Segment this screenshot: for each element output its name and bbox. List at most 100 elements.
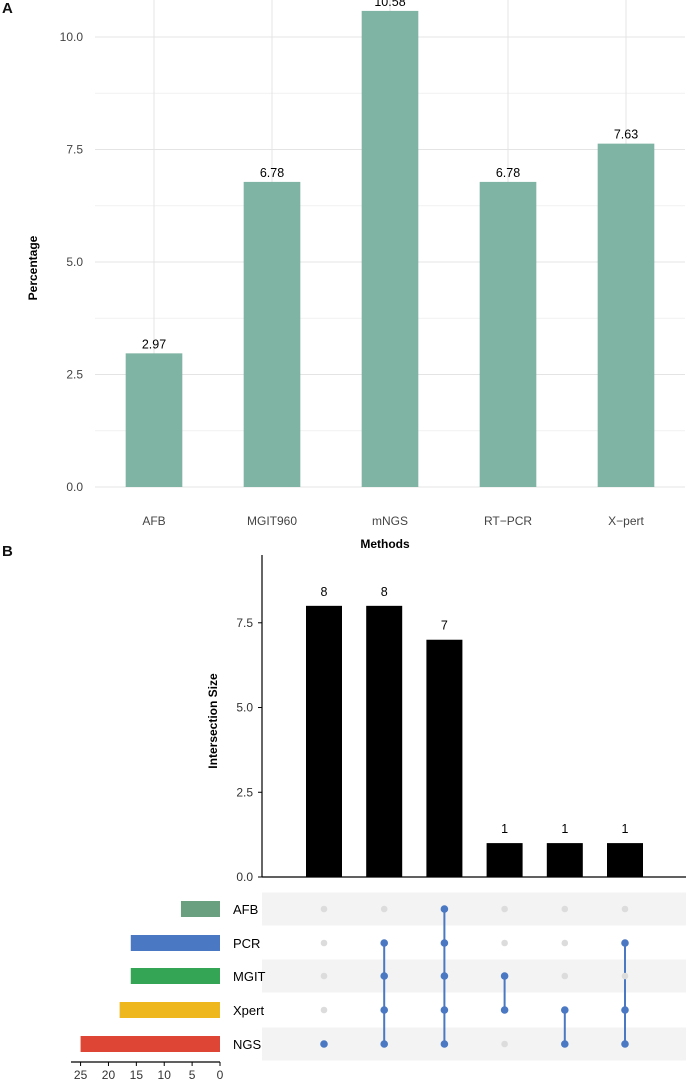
matrix-dot-2-4 bbox=[440, 1040, 449, 1048]
x-tick-label-4: X−pert bbox=[608, 514, 644, 528]
y-tick-label-3: 7.5 bbox=[66, 143, 83, 157]
matrix-dot-4-2 bbox=[561, 972, 569, 980]
matrix-dot-3-0 bbox=[501, 905, 508, 913]
set-size-bar-AFB bbox=[180, 901, 220, 917]
x-tick-label-2: mNGS bbox=[372, 514, 408, 528]
matrix-dot-5-3 bbox=[621, 1006, 629, 1014]
value-label-4: 7.63 bbox=[614, 128, 638, 142]
set-size-tick-label-5: 0 bbox=[217, 1068, 224, 1082]
matrix-stripes bbox=[262, 892, 686, 1061]
set-size-tick-label-2: 15 bbox=[130, 1068, 144, 1082]
set-size-bars bbox=[80, 901, 220, 1052]
y-tick-label-0: 0.0 bbox=[66, 480, 83, 494]
matrix-dot-3-1 bbox=[501, 939, 508, 947]
intersection-label-4: 1 bbox=[561, 822, 568, 836]
matrix-stripe-4 bbox=[262, 1027, 686, 1061]
matrix-dot-2-0 bbox=[440, 905, 449, 913]
y-tick-label-4: 10.0 bbox=[60, 30, 84, 44]
matrix-dot-2-2 bbox=[440, 972, 449, 980]
set-label-AFB: AFB bbox=[233, 902, 258, 917]
intersection-bar-0 bbox=[306, 605, 342, 877]
value-label-3: 6.78 bbox=[496, 166, 520, 180]
panel-b-label: B bbox=[2, 543, 13, 560]
bar-3 bbox=[479, 181, 537, 487]
intersection-label-0: 8 bbox=[321, 585, 328, 599]
matrix-dot-2-3 bbox=[440, 1006, 449, 1014]
set-size-ticks: 25 20 15 10 5 0 bbox=[71, 1061, 224, 1082]
bar-0 bbox=[125, 353, 183, 487]
methods-bar-chart: 2.97 6.78 10.58 6.78 7.63 0.0 2.5 5.0 7.5 10.0 A… bbox=[26, 0, 685, 551]
set-size-tick-label-3: 10 bbox=[158, 1068, 172, 1082]
matrix-dot-4-3 bbox=[561, 1006, 569, 1014]
intersection-bar-2 bbox=[426, 639, 463, 877]
matrix-dot-1-4 bbox=[380, 1040, 389, 1048]
y-axis-ticks: 0.0 2.5 5.0 7.5 10.0 bbox=[60, 30, 84, 494]
bar-2 bbox=[361, 10, 419, 488]
matrix-dot-4-4 bbox=[561, 1040, 569, 1048]
matrix-dot-3-2 bbox=[500, 972, 509, 980]
y-tick-label-0: 0.0 bbox=[236, 870, 253, 884]
intersection-bar-3 bbox=[486, 843, 523, 877]
matrix-dot-5-4 bbox=[621, 1040, 629, 1048]
set-size-tick-label-0: 25 bbox=[74, 1068, 88, 1082]
matrix-dot-0-1 bbox=[320, 939, 328, 947]
y-tick-label-1: 2.5 bbox=[66, 368, 83, 382]
set-labels: AFB PCR MGIT Xpert NGS bbox=[233, 902, 266, 1052]
intersection-label-2: 7 bbox=[441, 619, 448, 633]
bar-1 bbox=[243, 181, 301, 487]
set-size-bar-Xpert bbox=[119, 1002, 220, 1018]
matrix-dot-5-2 bbox=[621, 972, 629, 980]
matrix-stripe-0 bbox=[262, 892, 686, 926]
y-tick-label-1: 2.5 bbox=[236, 785, 253, 799]
matrix-dot-3-4 bbox=[501, 1040, 508, 1048]
x-tick-label-3: RT−PCR bbox=[484, 514, 532, 528]
x-axis-title: Methods bbox=[360, 537, 410, 551]
set-size-tick-label-4: 5 bbox=[189, 1068, 196, 1082]
matrix-dot-0-2 bbox=[320, 972, 328, 980]
x-tick-label-0: AFB bbox=[142, 514, 165, 528]
intersection-y-axis-title: Intersection Size bbox=[206, 673, 220, 769]
bars bbox=[125, 10, 655, 488]
value-labels: 2.97 6.78 10.58 6.78 7.63 bbox=[142, 0, 638, 351]
matrix-dot-5-1 bbox=[621, 939, 629, 947]
matrix-dot-5-0 bbox=[621, 905, 629, 913]
set-label-Xpert: Xpert bbox=[233, 1003, 264, 1018]
set-label-NGS: NGS bbox=[233, 1037, 262, 1052]
panel-a-label: A bbox=[2, 0, 13, 17]
intersection-label-3: 1 bbox=[501, 822, 508, 836]
bar-4 bbox=[597, 143, 655, 487]
intersection-bar-1 bbox=[366, 605, 403, 877]
matrix-dot-2-1 bbox=[440, 939, 449, 947]
matrix-dot-1-3 bbox=[380, 1006, 389, 1014]
membership-matrix bbox=[320, 905, 629, 1048]
matrix-dot-0-4 bbox=[320, 1040, 328, 1048]
matrix-dot-0-0 bbox=[320, 905, 328, 913]
intersection-label-1: 8 bbox=[381, 585, 388, 599]
matrix-stripe-2 bbox=[262, 959, 686, 993]
matrix-dot-1-0 bbox=[380, 905, 388, 913]
y-tick-label-3: 7.5 bbox=[236, 616, 253, 630]
intersection-bars bbox=[306, 605, 643, 877]
set-size-tick-label-1: 20 bbox=[102, 1068, 116, 1082]
intersection-bar-4 bbox=[546, 843, 583, 877]
set-size-bar-NGS bbox=[80, 1036, 220, 1052]
value-label-2: 10.58 bbox=[374, 0, 405, 9]
value-label-0: 2.97 bbox=[142, 337, 166, 351]
intersection-label-5: 1 bbox=[622, 822, 629, 836]
x-tick-label-1: MGIT960 bbox=[247, 514, 297, 528]
value-label-1: 6.78 bbox=[260, 166, 284, 180]
set-label-PCR: PCR bbox=[233, 936, 260, 951]
intersection-bar-5 bbox=[607, 843, 643, 877]
matrix-dot-4-0 bbox=[561, 905, 569, 913]
set-label-MGIT: MGIT bbox=[233, 969, 266, 984]
y-tick-label-2: 5.0 bbox=[66, 255, 83, 269]
matrix-dot-1-2 bbox=[380, 972, 389, 980]
matrix-dot-0-3 bbox=[320, 1006, 328, 1014]
matrix-dot-4-1 bbox=[561, 939, 569, 947]
y-tick-label-2: 5.0 bbox=[236, 701, 253, 715]
intersection-value-labels: 8 8 7 1 1 1 bbox=[321, 585, 629, 836]
set-size-bar-PCR bbox=[130, 935, 220, 951]
matrix-dot-3-3 bbox=[500, 1006, 509, 1014]
y-axis-title: Percentage bbox=[26, 235, 40, 300]
